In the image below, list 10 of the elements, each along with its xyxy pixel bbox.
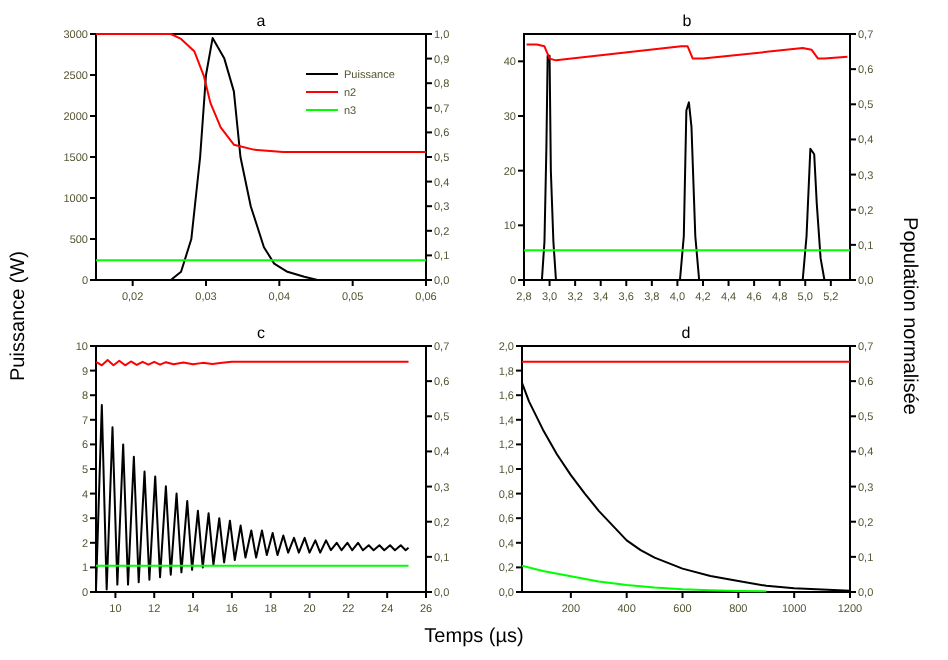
x-axis-title: Temps (µs) (424, 626, 524, 648)
y2-axis-title: Population normalisée (898, 217, 920, 416)
line-series (525, 43, 849, 62)
chart-title: b (682, 12, 693, 30)
line-series (96, 33, 426, 154)
chart-title: c (257, 324, 265, 342)
chart-title: a (256, 12, 267, 30)
line-series (522, 564, 768, 593)
chart-title: d (681, 324, 691, 342)
y-axis-title: Puissance (W) (8, 250, 30, 382)
